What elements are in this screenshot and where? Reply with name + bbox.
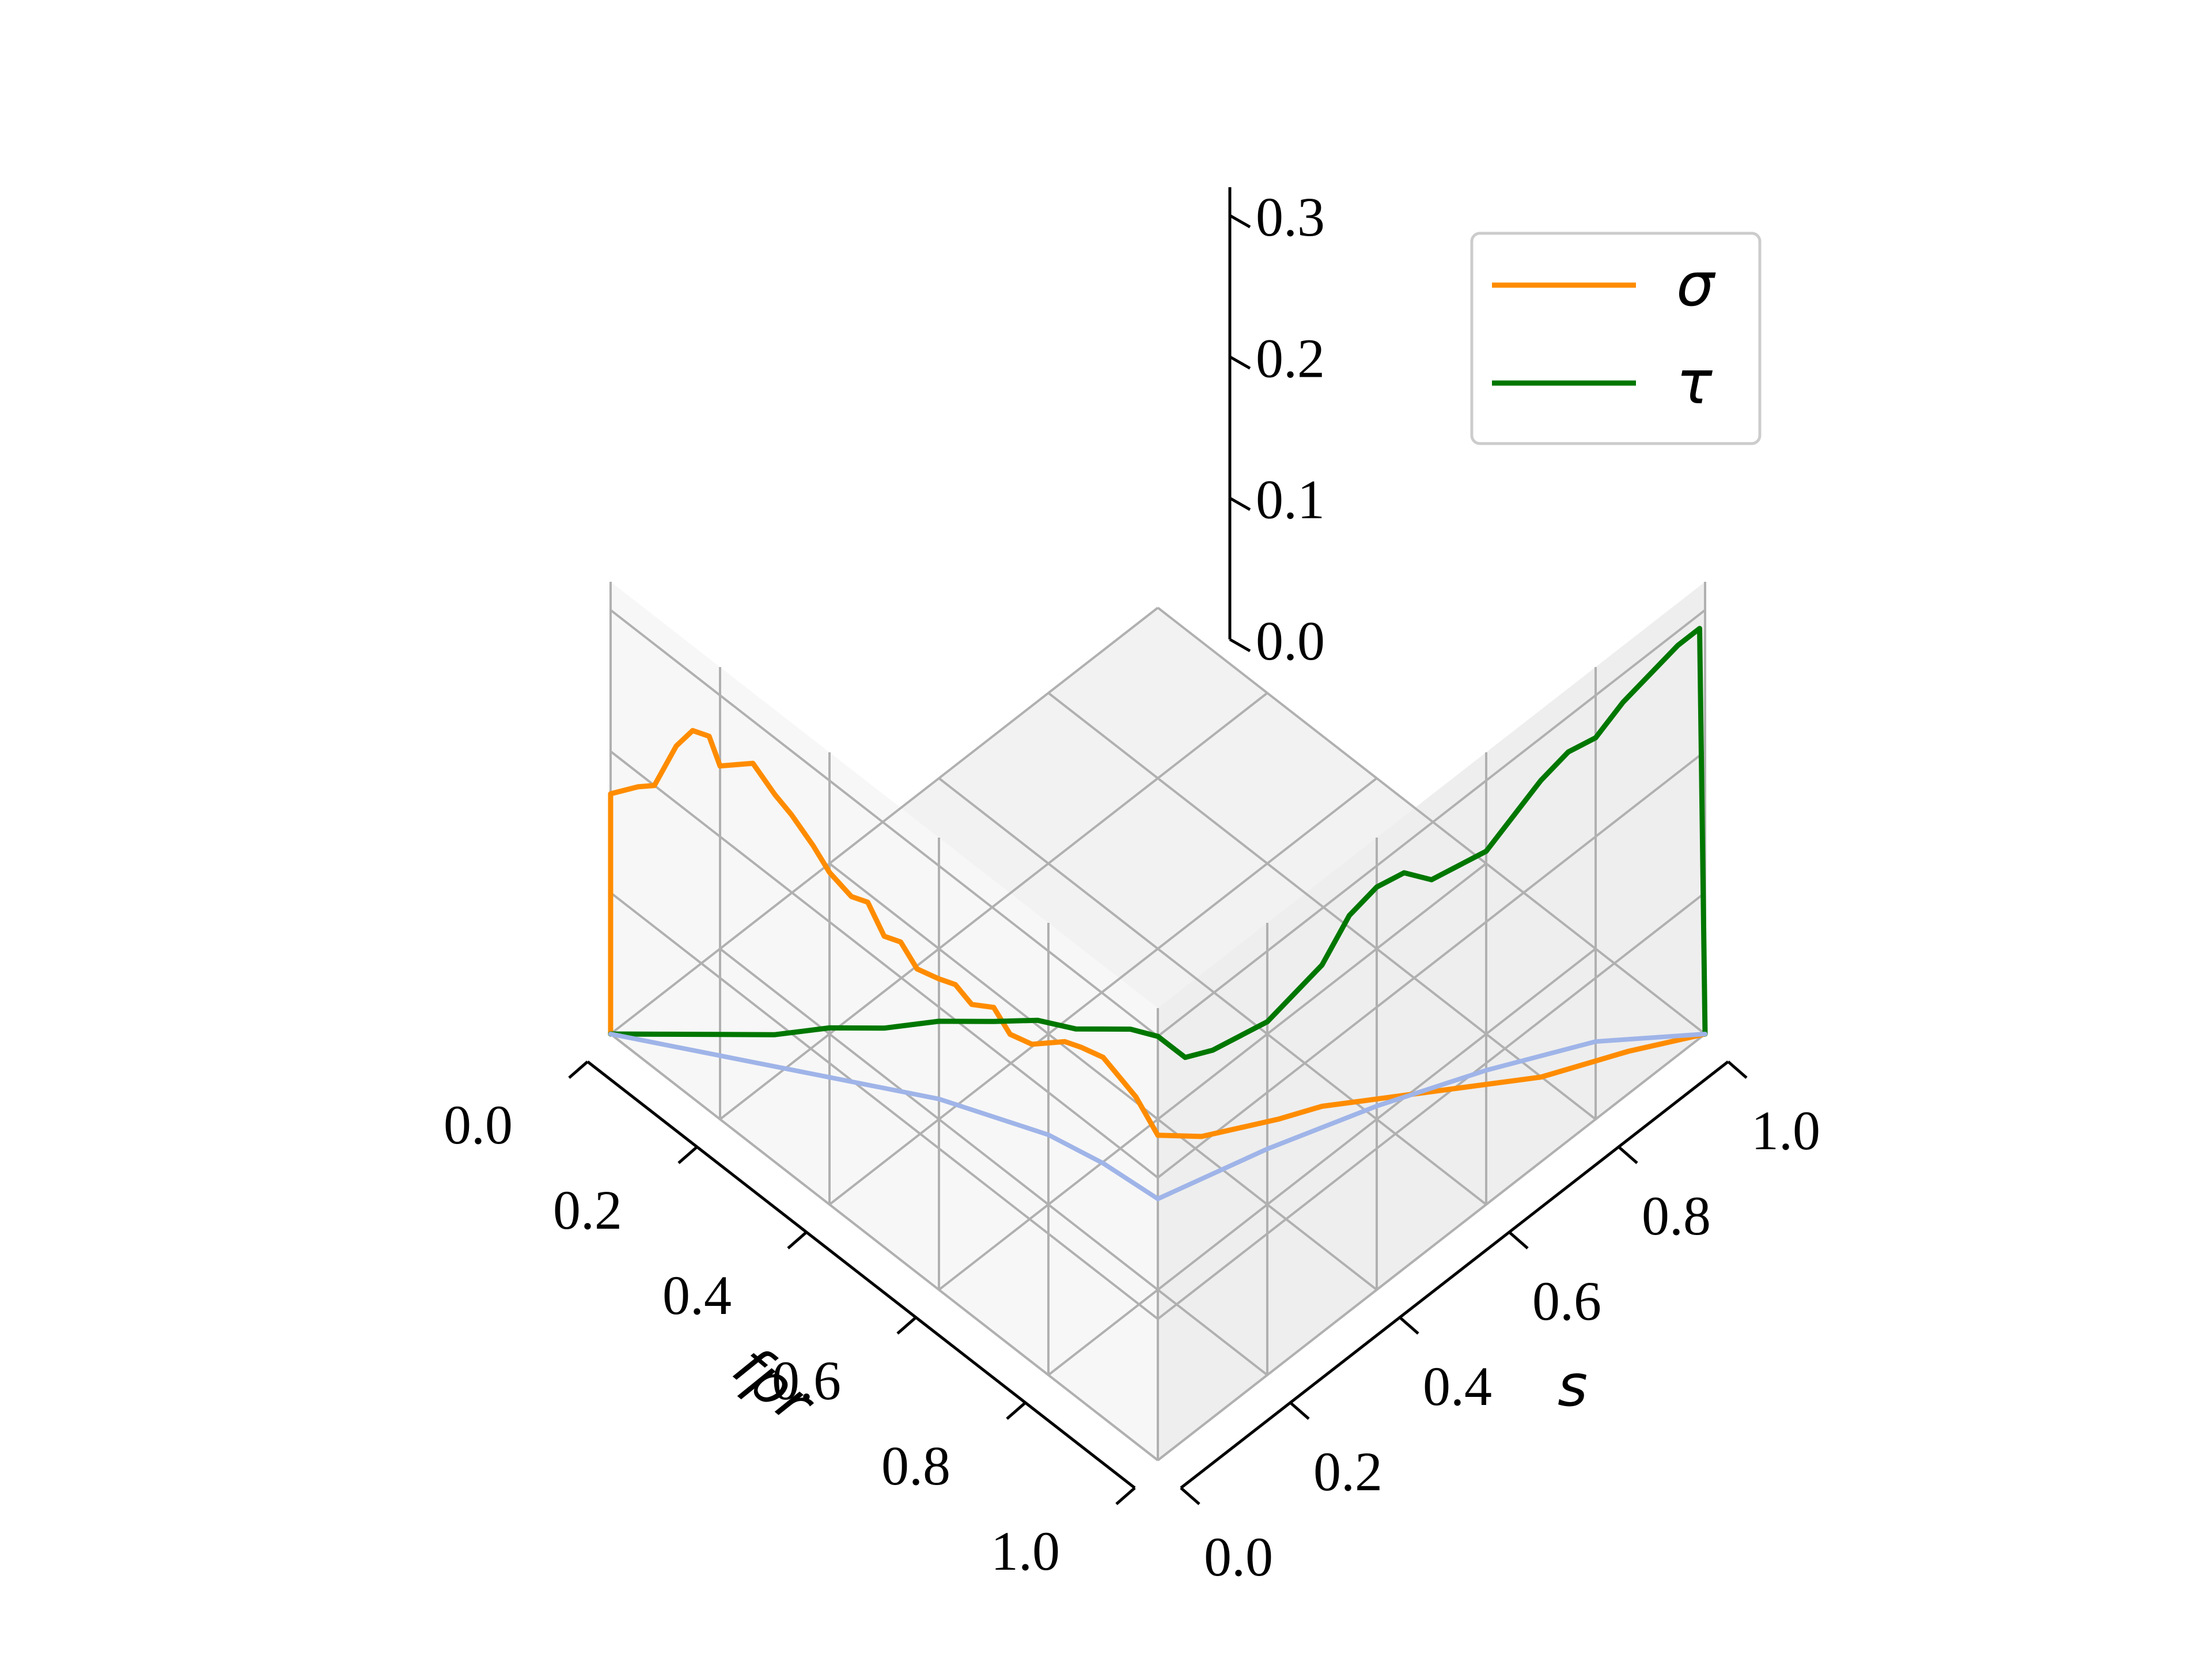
y-tick-label-3: 0.6 xyxy=(1532,1270,1601,1332)
y-tick-3 xyxy=(1508,1231,1529,1249)
x-tick-5 xyxy=(1115,1487,1136,1505)
x-tick-0 xyxy=(568,1060,589,1079)
z-tick-1 xyxy=(1229,497,1251,511)
y-tick-2 xyxy=(1399,1316,1419,1335)
right-wall-hgrid-3 xyxy=(1157,609,1706,1037)
legend: σ τ xyxy=(1470,232,1762,445)
y-tick-1 xyxy=(1289,1402,1310,1420)
right-wall-pane xyxy=(1158,582,1705,1460)
z-tick-label-3: 0.3 xyxy=(1256,186,1325,248)
x-tick-4 xyxy=(1006,1402,1027,1420)
left-wall-pane xyxy=(611,582,1158,1460)
y-tick-label-5: 1.0 xyxy=(1751,1100,1820,1161)
z-tick-label-1: 0.1 xyxy=(1256,469,1325,531)
legend-label-tau: τ xyxy=(1676,347,1713,418)
series-baseline-fpr-1 xyxy=(1156,1032,1707,1202)
x-tick-label-4: 0.8 xyxy=(881,1435,950,1497)
x-tick-2 xyxy=(787,1231,808,1249)
left-wall-hgrid-2 xyxy=(609,750,1159,1179)
x-axis-line xyxy=(586,1060,1136,1489)
data-series xyxy=(608,626,1708,1202)
y-tick-label-2: 0.4 xyxy=(1423,1355,1492,1417)
y-tick-label-1: 0.2 xyxy=(1313,1441,1382,1502)
z-tick-3 xyxy=(1229,214,1251,229)
series-tau-fpr-1 xyxy=(1155,626,1708,1060)
x-tick-3 xyxy=(896,1316,917,1335)
x-tick-1 xyxy=(677,1146,698,1164)
right-wall-hgrid-0 xyxy=(1157,1033,1706,1461)
x-tick-label-3: 0.6 xyxy=(772,1350,841,1411)
x-tick-label-0: 0.0 xyxy=(444,1094,513,1156)
left-wall-hgrid-3 xyxy=(609,609,1159,1037)
y-tick-label-4: 0.8 xyxy=(1642,1185,1711,1247)
y-tick-5 xyxy=(1727,1060,1748,1079)
series-sigma-s-0 xyxy=(608,728,1161,1138)
x-axis-label: fpr xyxy=(721,1333,828,1438)
y-tick-label-0: 0.0 xyxy=(1204,1526,1273,1588)
x-tick-label-5: 1.0 xyxy=(991,1520,1060,1582)
z-tick-label-0: 0.0 xyxy=(1256,610,1325,672)
series-sigma-fpr-1 xyxy=(1155,1031,1708,1139)
legend-label-sigma: σ xyxy=(1676,249,1716,320)
x-tick-label-1: 0.2 xyxy=(553,1179,622,1241)
series-baseline-s-0 xyxy=(608,1032,1160,1202)
right-wall-hgrid-2 xyxy=(1157,750,1706,1179)
y-axis-line xyxy=(1180,1060,1729,1489)
z-tick-0 xyxy=(1229,638,1251,653)
left-wall-hgrid-0 xyxy=(609,1033,1159,1461)
legend-box xyxy=(1470,232,1762,445)
z-tick-label-2: 0.2 xyxy=(1256,327,1325,389)
tick-labels: 0.0 0.2 0.4 0.6 0.8 1.0 0.0 0.2 0.4 0.6 0.8 1.0 0.0 0… xyxy=(444,186,1820,1588)
left-wall-hgrid-1 xyxy=(609,892,1159,1320)
x-tick-label-2: 0.4 xyxy=(662,1264,732,1326)
axis-lines xyxy=(568,187,1748,1505)
series-tau-s-0 xyxy=(608,1017,1161,1039)
z-tick-2 xyxy=(1229,355,1251,370)
y-axis-label: s xyxy=(1558,1352,1588,1419)
y-tick-4 xyxy=(1618,1146,1638,1164)
y-tick-0 xyxy=(1180,1487,1200,1505)
right-wall-hgrid-1 xyxy=(1157,892,1706,1320)
